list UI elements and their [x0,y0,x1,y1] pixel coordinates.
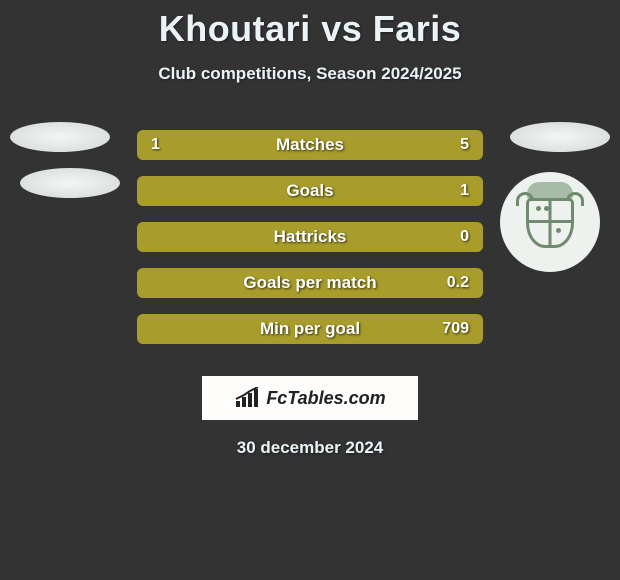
stat-row: Min per goal709 [0,306,620,352]
bar-value-left: 1 [151,130,160,160]
page-subtitle: Club competitions, Season 2024/2025 [0,64,620,84]
fctables-logo[interactable]: FcTables.com [202,376,418,420]
date-text: 30 december 2024 [0,438,620,458]
bar-track: Hattricks0 [137,222,483,252]
bar-track: Matches1 5 [137,130,483,160]
bar-label: Goals per match [137,268,483,298]
page-title: Khoutari vs Faris [0,0,620,50]
bar-value-right: 5 [460,130,469,160]
comparison-chart: Matches15Goals1Hattricks0Goals per match… [0,122,620,352]
bar-label: Goals [137,176,483,206]
bar-label: Matches [137,130,483,160]
logo-text: FcTables.com [266,388,385,409]
stat-row: Goals1 [0,168,620,214]
bar-value-right: 0.2 [447,268,469,298]
bar-chart-icon [234,387,260,409]
bar-value-right: 0 [460,222,469,252]
stat-row: Hattricks0 [0,214,620,260]
bar-value-right: 1 [460,176,469,206]
stat-row: Matches1 5 [0,122,620,168]
bar-track: Goals per match0.2 [137,268,483,298]
bar-track: Min per goal709 [137,314,483,344]
stat-row: Goals per match0.2 [0,260,620,306]
bar-value-right: 709 [442,314,469,344]
bar-track: Goals1 [137,176,483,206]
stat-rows: Matches15Goals1Hattricks0Goals per match… [0,122,620,352]
bar-label: Hattricks [137,222,483,252]
bar-label: Min per goal [137,314,483,344]
